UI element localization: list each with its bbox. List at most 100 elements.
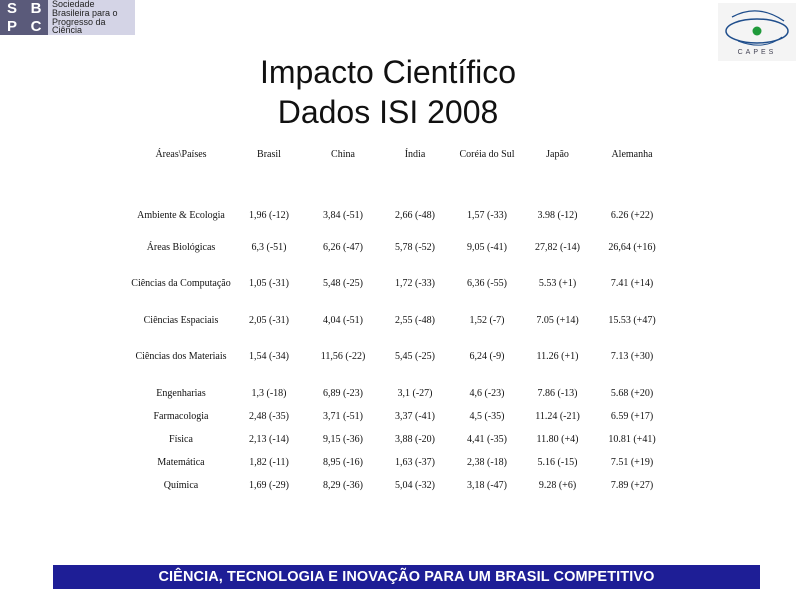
cell-value: 5.53 (+1) bbox=[538, 278, 577, 289]
cell-value: 11.26 (+1) bbox=[536, 351, 579, 362]
cell-value: 1,3 (-18) bbox=[251, 387, 287, 399]
row-area: Química bbox=[163, 479, 199, 491]
cell-value: 1,54 (-34) bbox=[249, 351, 289, 362]
title-line-1: Impacto Científico bbox=[259, 54, 517, 90]
cell-value: 4,6 (-23) bbox=[469, 387, 505, 399]
header-coreia-do-sul: Coréia do Sul bbox=[459, 149, 515, 160]
row-area: Farmacologia bbox=[153, 410, 209, 422]
title-line-2: Dados ISI 2008 bbox=[277, 94, 499, 130]
cell-value: 5.16 (-15) bbox=[537, 456, 578, 468]
cell-value: 6.26 (+22) bbox=[610, 210, 654, 221]
cell-value: 3,37 (-41) bbox=[395, 410, 435, 422]
capes-logo: CAPES bbox=[718, 3, 796, 61]
cell-value: 8,29 (-36) bbox=[323, 479, 363, 491]
capes-emblem-icon bbox=[725, 10, 789, 46]
footer-banner: CIÊNCIA, TECNOLOGIA E INOVAÇÃO PARA UM B… bbox=[53, 565, 760, 589]
table-row: Ambiente & Ecologia 1,96 (-12) 3,84 (-51… bbox=[130, 196, 673, 236]
cell-value: 7.89 (+27) bbox=[610, 479, 654, 491]
cell-value: 3,71 (-51) bbox=[323, 410, 363, 422]
cell-value: 1,63 (-37) bbox=[395, 456, 435, 468]
sbpc-text-line: Ciência bbox=[52, 25, 83, 36]
header-areas-countries: Áreas\Países bbox=[155, 149, 207, 160]
sbpc-mark-letter: S bbox=[6, 0, 17, 17]
cell-value: 6,26 (-47) bbox=[323, 241, 363, 253]
cell-value: 3.98 (-12) bbox=[537, 210, 578, 221]
row-area: Física bbox=[169, 433, 193, 445]
impact-table: Áreas\Países Brasil China Índia Coréia d… bbox=[130, 138, 673, 497]
cell-value: 3,1 (-27) bbox=[397, 387, 433, 399]
cell-value: 6,89 (-23) bbox=[323, 387, 363, 399]
table-row: Ciências da Computação 1,05 (-31) 5,48 (… bbox=[130, 259, 673, 309]
cell-value: 2,38 (-18) bbox=[467, 456, 507, 468]
cell-value: 2,05 (-31) bbox=[249, 314, 289, 326]
cell-value: 5,48 (-25) bbox=[323, 278, 363, 289]
cell-value: 2,66 (-48) bbox=[395, 210, 435, 221]
table-header-row: Áreas\Países Brasil China Índia Coréia d… bbox=[130, 138, 673, 196]
sbpc-text-line: Sociedade bbox=[52, 0, 95, 10]
table-row: Química 1,69 (-29) 8,29 (-36) 5,04 (-32)… bbox=[130, 474, 673, 497]
cell-value: 5,45 (-25) bbox=[395, 351, 435, 362]
cell-value: 11.80 (+4) bbox=[536, 433, 579, 445]
table-row: Ciências dos Materiais 1,54 (-34) 11,56 … bbox=[130, 332, 673, 382]
cell-value: 2,13 (-14) bbox=[249, 433, 289, 445]
row-area: Engenharias bbox=[156, 387, 206, 399]
capes-label: CAPES bbox=[737, 49, 777, 56]
cell-value: 7.51 (+19) bbox=[610, 456, 654, 468]
cell-value: 2,48 (-35) bbox=[249, 410, 289, 422]
cell-value: 6,36 (-55) bbox=[467, 278, 507, 289]
page-title: Impacto Científico Dados ISI 2008 bbox=[188, 52, 588, 132]
cell-value: 1,96 (-12) bbox=[249, 210, 289, 221]
cell-value: 26,64 (+16) bbox=[608, 241, 656, 253]
cell-value: 3,84 (-51) bbox=[323, 210, 363, 221]
cell-value: 6,3 (-51) bbox=[251, 241, 287, 253]
cell-value: 10.81 (+41) bbox=[608, 433, 656, 445]
sbpc-mark-letter: B bbox=[30, 0, 42, 17]
row-area: Ciências dos Materiais bbox=[135, 351, 227, 362]
cell-value: 7.41 (+14) bbox=[610, 278, 654, 289]
sbpc-mark-letter: P bbox=[6, 17, 17, 35]
cell-value: 1,69 (-29) bbox=[249, 479, 289, 491]
cell-value: 3,18 (-47) bbox=[467, 479, 507, 491]
cell-value: 7.05 (+14) bbox=[536, 314, 579, 326]
cell-value: 1,72 (-33) bbox=[395, 278, 435, 289]
header-brasil: Brasil bbox=[257, 149, 281, 160]
sbpc-logo-text: Sociedade Brasileira para o Progresso da… bbox=[48, 0, 118, 35]
row-area: Ciências da Computação bbox=[131, 278, 231, 289]
row-area: Matemática bbox=[157, 456, 205, 468]
header-china: China bbox=[331, 149, 355, 160]
sbpc-logo-mark: S B P C bbox=[0, 0, 48, 35]
cell-value: 5,04 (-32) bbox=[395, 479, 435, 491]
cell-value: 6,24 (-9) bbox=[469, 351, 505, 362]
cell-value: 27,82 (-14) bbox=[535, 241, 580, 253]
table-row: Farmacologia 2,48 (-35) 3,71 (-51) 3,37 … bbox=[130, 405, 673, 428]
sbpc-text-line: Progresso da bbox=[52, 16, 106, 27]
cell-value: 2,55 (-48) bbox=[395, 314, 435, 326]
table-row: Áreas Biológicas 6,3 (-51) 6,26 (-47) 5,… bbox=[130, 236, 673, 259]
table-row: Engenharias 1,3 (-18) 6,89 (-23) 3,1 (-2… bbox=[130, 382, 673, 405]
cell-value: 1,05 (-31) bbox=[249, 278, 289, 289]
cell-value: 9,15 (-36) bbox=[323, 433, 363, 445]
cell-value: 9.28 (+6) bbox=[538, 479, 577, 491]
header-alemanha: Alemanha bbox=[611, 149, 653, 160]
row-area: Ambiente & Ecologia bbox=[137, 210, 225, 221]
cell-value: 11.24 (-21) bbox=[535, 410, 580, 422]
cell-value: 11,56 (-22) bbox=[320, 351, 366, 362]
cell-value: 5.68 (+20) bbox=[610, 387, 654, 399]
cell-value: 1,57 (-33) bbox=[467, 210, 507, 221]
table-row: Ciências Espaciais 2,05 (-31) 4,04 (-51)… bbox=[130, 309, 673, 332]
cell-value: 15.53 (+47) bbox=[608, 314, 656, 326]
sbpc-text-line: Brasileira para o bbox=[52, 7, 118, 18]
header-japao: Japão bbox=[546, 149, 569, 160]
cell-value: 9,05 (-41) bbox=[467, 241, 507, 253]
table-row: Física 2,13 (-14) 9,15 (-36) 3,88 (-20) … bbox=[130, 428, 673, 451]
cell-value: 6.59 (+17) bbox=[610, 410, 654, 422]
cell-value: 1,52 (-7) bbox=[469, 314, 505, 326]
header-india: Índia bbox=[404, 149, 426, 160]
cell-value: 8,95 (-16) bbox=[323, 456, 363, 468]
cell-value: 3,88 (-20) bbox=[395, 433, 435, 445]
cell-value: 4,41 (-35) bbox=[467, 433, 507, 445]
cell-value: 7.13 (+30) bbox=[610, 351, 654, 362]
row-area: Ciências Espaciais bbox=[143, 314, 219, 326]
cell-value: 1,82 (-11) bbox=[249, 456, 289, 468]
cell-value: 7.86 (-13) bbox=[537, 387, 578, 399]
